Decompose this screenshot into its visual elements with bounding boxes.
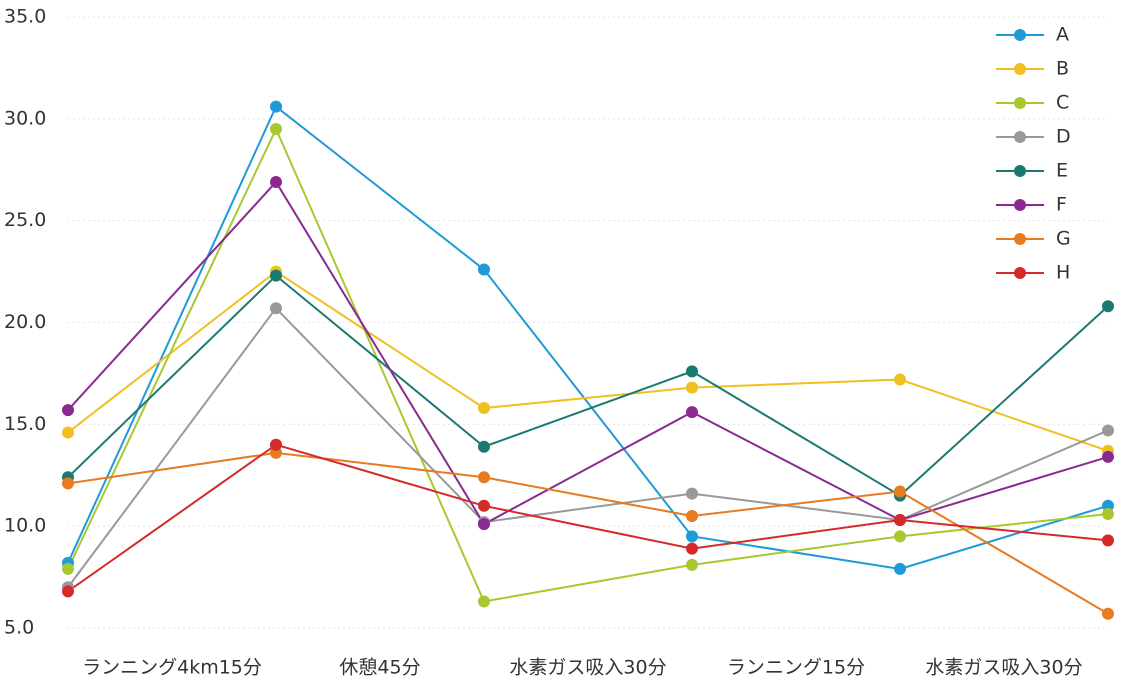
data-point [686, 406, 698, 419]
y-tick-label: 25.0 [4, 209, 46, 231]
data-point [686, 381, 698, 394]
data-point [478, 471, 490, 484]
y-tick-label: 15.0 [4, 413, 46, 435]
series-line [67, 451, 1109, 615]
series-line [67, 126, 1109, 603]
series-line [67, 180, 1109, 526]
data-point [686, 487, 698, 500]
data-point [1102, 424, 1114, 437]
data-point [1102, 607, 1114, 620]
data-point [478, 499, 490, 512]
data-point [686, 558, 698, 571]
series-line [67, 274, 1109, 497]
legend-marker [1014, 29, 1026, 41]
y-tick-label: 35.0 [4, 6, 46, 28]
data-point [894, 530, 906, 543]
legend-marker [1014, 267, 1026, 279]
x-tick-label: 休憩45分 [339, 657, 420, 679]
series-line [67, 105, 1109, 570]
legend-marker [1014, 131, 1026, 143]
y-tick-label: 20.0 [4, 311, 46, 333]
x-tick-label: 水素ガス吸入30分 [509, 657, 666, 679]
data-point [62, 585, 74, 598]
data-point [270, 302, 282, 315]
series-line [67, 270, 1109, 452]
data-point [686, 530, 698, 543]
series-line [67, 306, 1109, 588]
data-point [478, 518, 490, 531]
data-point [270, 123, 282, 136]
data-point [894, 373, 906, 386]
data-point [1102, 534, 1114, 547]
data-point [62, 426, 74, 439]
legend-label: A [1056, 24, 1069, 46]
y-tick-label: 10.0 [4, 515, 46, 537]
data-point [270, 269, 282, 282]
data-point [270, 438, 282, 451]
data-point [62, 562, 74, 575]
data-point [478, 263, 490, 276]
data-point [1102, 507, 1114, 520]
data-point [62, 404, 74, 417]
x-tick-label: ランニング4km15分 [82, 657, 262, 679]
legend-label: H [1056, 262, 1070, 284]
legend-marker [1014, 165, 1026, 177]
legend-label: E [1056, 160, 1068, 182]
legend-marker [1014, 199, 1026, 211]
x-tick-label: ランニング15分 [727, 657, 865, 679]
data-point [478, 440, 490, 453]
data-point [62, 477, 74, 490]
legend-marker [1014, 63, 1026, 75]
data-point [686, 542, 698, 555]
data-point [1102, 450, 1114, 463]
legend-marker [1014, 233, 1026, 245]
legend-label: D [1056, 126, 1071, 148]
data-point [894, 514, 906, 527]
data-point [894, 485, 906, 498]
legend-marker [1014, 97, 1026, 109]
series-line [67, 443, 1109, 593]
data-point [478, 595, 490, 608]
x-tick-label: 水素ガス吸入30分 [925, 657, 1082, 679]
legend-label: F [1056, 194, 1067, 216]
y-tick-label: 30.0 [4, 107, 46, 129]
data-point [1102, 300, 1114, 313]
data-point [270, 175, 282, 188]
data-point [478, 402, 490, 415]
data-point [894, 562, 906, 575]
legend-label: G [1056, 228, 1071, 250]
data-point [686, 509, 698, 522]
data-point [686, 365, 698, 378]
legend-label: C [1056, 92, 1069, 114]
data-point [270, 100, 282, 113]
legend-label: B [1056, 58, 1069, 80]
y-tick-label: 5.0 [4, 617, 34, 639]
